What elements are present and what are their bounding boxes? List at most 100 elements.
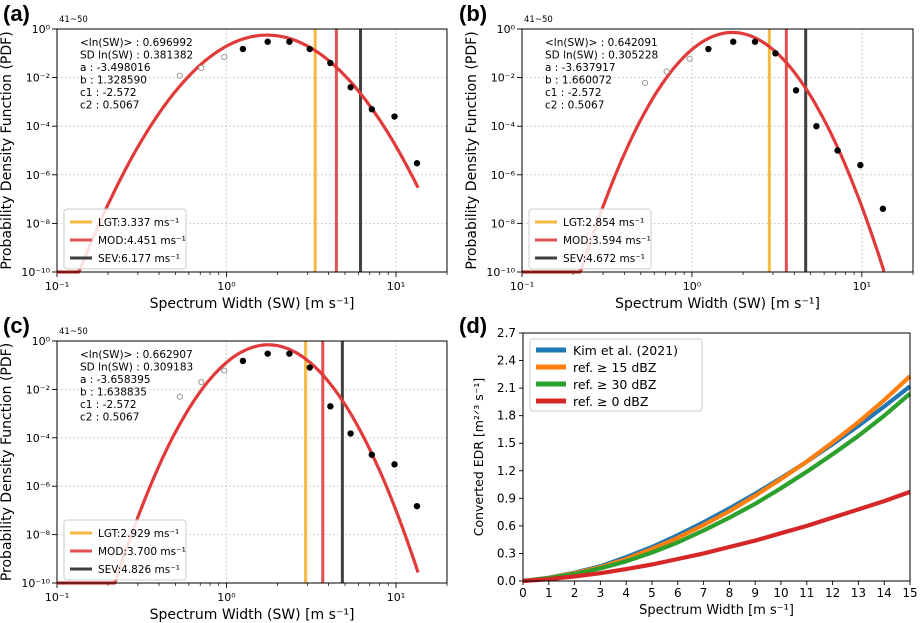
stat-line: c2 : 0.5067 bbox=[545, 100, 604, 112]
pdf-panel-c: (c) 10⁻¹ 10⁰ 10¹ 10⁻¹⁰ 10⁻⁸ 10⁻⁶ 10⁻⁴ 10⁻² 10⁰ 41~… bbox=[0, 313, 448, 623]
filled-data-point bbox=[730, 38, 737, 45]
x-axis-title: Spectrum Width [m s⁻¹] bbox=[639, 603, 794, 618]
x-tick-label: 13 bbox=[851, 586, 866, 600]
x-tick-label: 6 bbox=[674, 586, 682, 600]
y-tick-label: 10⁻¹⁰ bbox=[486, 266, 515, 279]
edr-panel-d: (d)0 1 2 3 4 5 6 7 8 9 10 11 12 13 14 150.00.30.60.91.2… bbox=[459, 313, 918, 618]
legend-label: ref. ≥ 0 dBZ bbox=[573, 394, 648, 409]
y-axis-title: Probability Density Function (PDF) bbox=[0, 31, 15, 269]
stat-line: <ln(SW)> : 0.662907 bbox=[80, 349, 193, 361]
stat-line: c2 : 0.5067 bbox=[80, 412, 139, 424]
filled-data-point bbox=[239, 45, 247, 53]
x-tick-label: 8 bbox=[726, 586, 734, 600]
filled-data-point bbox=[327, 59, 334, 67]
legend-label-lgt: LGT:2.929 ms⁻¹ bbox=[98, 528, 179, 540]
x-tick-label: 2 bbox=[571, 586, 579, 600]
filled-data-point bbox=[306, 45, 313, 53]
x-tick-label: 14 bbox=[877, 586, 892, 600]
x-tick-label: 3 bbox=[597, 586, 605, 600]
panel-label: (a) bbox=[3, 1, 30, 26]
x-tick-label: 10⁻¹ bbox=[45, 280, 69, 293]
x-tick-label: 1 bbox=[545, 586, 553, 600]
panel-label: (c) bbox=[3, 313, 30, 338]
x-tick-label: 10¹ bbox=[387, 280, 405, 293]
legend-label-lgt: LGT:2.854 ms⁻¹ bbox=[563, 217, 644, 229]
open-data-point bbox=[686, 55, 693, 62]
open-data-point bbox=[198, 379, 205, 386]
y-tick-label: 10⁻⁸ bbox=[26, 217, 51, 230]
legend-label-mod: MOD:4.451 ms⁻¹ bbox=[98, 235, 186, 247]
legend-label-sev: SEV:4.672 ms⁻¹ bbox=[563, 253, 645, 265]
filled-data-point bbox=[264, 350, 271, 357]
filled-data-point bbox=[413, 160, 421, 167]
filled-data-point bbox=[368, 451, 375, 458]
x-tick-label: 10 bbox=[773, 586, 788, 600]
y-tick-label: 10⁻⁶ bbox=[26, 480, 51, 493]
stat-line: b : 1.328590 bbox=[80, 75, 147, 87]
legend-label-sev: SEV:4.826 ms⁻¹ bbox=[98, 564, 180, 576]
legend-label-mod: MOD:3.594 ms⁻¹ bbox=[563, 235, 651, 247]
filled-data-point bbox=[286, 350, 293, 357]
y-tick-label: 0.3 bbox=[497, 546, 516, 560]
stat-line: c2 : 0.5067 bbox=[80, 100, 139, 112]
stat-line: a : -3.498016 bbox=[80, 62, 151, 74]
open-data-point bbox=[221, 367, 228, 374]
y-tick-label: 1.5 bbox=[497, 436, 516, 450]
stat-line: <ln(SW)> : 0.642091 bbox=[545, 37, 658, 49]
y-tick-label: 0.9 bbox=[497, 491, 516, 505]
stat-line: b : 1.638835 bbox=[80, 387, 147, 399]
y-tick-label: 10⁻² bbox=[26, 383, 50, 396]
x-tick-label: 10⁰ bbox=[217, 591, 236, 604]
x-tick-label: 10⁰ bbox=[217, 280, 236, 293]
plot-frame bbox=[522, 332, 911, 582]
y-tick-label: 10⁻⁶ bbox=[26, 169, 51, 182]
plot-frame bbox=[521, 28, 914, 273]
filled-data-point bbox=[772, 50, 779, 57]
filled-data-point bbox=[391, 461, 398, 468]
x-tick-label: 10¹ bbox=[853, 280, 871, 293]
filled-data-point bbox=[347, 430, 354, 437]
open-data-point bbox=[198, 64, 205, 72]
y-tick-label: 0.0 bbox=[497, 574, 516, 588]
y-tick-label: 2.1 bbox=[497, 381, 516, 395]
corner-note: 41~50 bbox=[524, 15, 553, 25]
y-tick-label: 10⁰ bbox=[32, 23, 51, 36]
filled-data-point bbox=[239, 357, 247, 365]
panel-label: (b) bbox=[459, 1, 487, 26]
x-tick-label: 10⁻¹ bbox=[45, 591, 69, 604]
y-tick-label: 10⁻¹⁰ bbox=[21, 266, 50, 279]
corner-note: 41~50 bbox=[59, 15, 88, 25]
filled-data-point bbox=[857, 161, 864, 169]
legend-label: ref. ≥ 30 dBZ bbox=[573, 377, 656, 392]
legend-box bbox=[63, 519, 187, 581]
filled-data-point bbox=[368, 106, 375, 113]
x-tick-label: 0 bbox=[519, 586, 527, 600]
open-data-point bbox=[176, 72, 183, 79]
stat-line: a : -3.637917 bbox=[545, 62, 616, 74]
stat-line: <ln(SW)> : 0.696992 bbox=[80, 37, 193, 49]
pdf-panel-a: (a) 10⁻¹ 10⁰ 10¹ 10⁻¹⁰ 10⁻⁸ 10⁻⁶ 10⁻⁴ 10⁻² 10⁰ 41~… bbox=[0, 1, 448, 312]
x-tick-label: 9 bbox=[751, 586, 759, 600]
y-tick-label: 10⁻⁴ bbox=[491, 120, 516, 133]
open-data-point bbox=[221, 53, 228, 61]
x-tick-label: 11 bbox=[799, 586, 814, 600]
y-tick-label: 10⁻² bbox=[491, 72, 515, 85]
y-axis-title: Probability Density Function (PDF) bbox=[464, 31, 480, 269]
filled-data-point bbox=[879, 205, 887, 212]
y-tick-label: 10⁻⁶ bbox=[491, 169, 516, 182]
filled-data-point bbox=[751, 38, 759, 45]
y-tick-label: 0.6 bbox=[497, 519, 516, 533]
panel-label: (d) bbox=[459, 313, 487, 338]
legend-label-sev: SEV:6.177 ms⁻¹ bbox=[98, 253, 180, 265]
stat-line: c1 : -2.572 bbox=[80, 87, 137, 99]
filled-data-point bbox=[391, 113, 398, 120]
y-tick-label: 1.8 bbox=[497, 409, 516, 423]
series-line-2 bbox=[522, 392, 912, 584]
series-line-3 bbox=[522, 489, 911, 584]
stat-line: a : -3.658395 bbox=[80, 374, 151, 386]
y-tick-label: 10⁻⁸ bbox=[26, 529, 51, 542]
legend-box bbox=[63, 208, 187, 270]
filled-data-point bbox=[347, 84, 354, 91]
x-axis-title: Spectrum Width (SW) [m s⁻¹] bbox=[150, 607, 355, 623]
